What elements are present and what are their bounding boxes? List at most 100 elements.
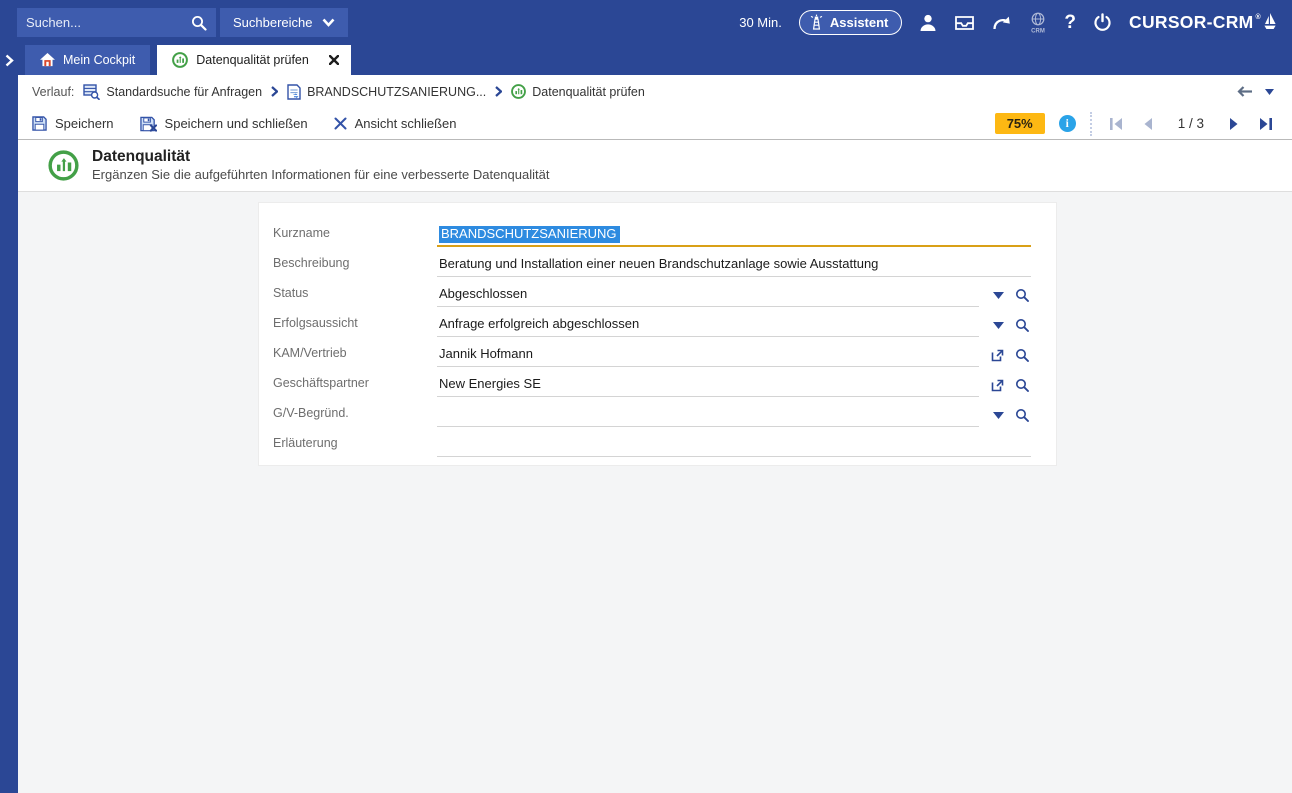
field-label: Status bbox=[273, 286, 309, 300]
field-label: Geschäftspartner bbox=[273, 376, 369, 390]
search-box bbox=[17, 8, 216, 37]
breadcrumb-prefix: Verlauf: bbox=[32, 84, 75, 99]
chevron-down-icon[interactable] bbox=[993, 321, 1004, 329]
breadcrumb-item-brandschutzsanierung[interactable]: BRANDSCHUTZSANIERUNG... bbox=[287, 83, 487, 100]
tab-label: Datenqualität prüfen bbox=[196, 53, 309, 67]
quality-score-badge: 75% bbox=[994, 113, 1045, 134]
tab-close-icon[interactable] bbox=[328, 55, 339, 65]
form-row: G/V-Begründ. bbox=[273, 397, 1031, 427]
chevron-down-icon bbox=[322, 18, 335, 27]
search-scope-button[interactable]: Suchbereiche bbox=[220, 8, 348, 37]
previous-page-button[interactable] bbox=[1140, 117, 1156, 130]
breadcrumb-item-standardsuche[interactable]: Standardsuche für Anfragen bbox=[83, 83, 263, 100]
data-quality-icon bbox=[48, 150, 79, 181]
next-page-button[interactable] bbox=[1226, 117, 1242, 130]
field-label: KAM/Vertrieb bbox=[273, 346, 347, 360]
save-icon bbox=[32, 116, 47, 131]
breadcrumb-label: Standardsuche für Anfragen bbox=[106, 84, 263, 99]
last-page-button[interactable] bbox=[1256, 117, 1276, 130]
field-value[interactable]: New Energies SE bbox=[437, 376, 979, 397]
inbox-icon[interactable] bbox=[954, 15, 975, 31]
help-icon[interactable]: ? bbox=[1064, 11, 1076, 33]
crm-connection-icon[interactable]: CRM bbox=[1029, 12, 1047, 34]
lookup-search-icon[interactable] bbox=[1015, 408, 1029, 422]
tab-datenqualitaet-pruefen[interactable]: Datenqualität prüfen bbox=[157, 45, 351, 75]
field-label: Erfolgsaussicht bbox=[273, 316, 358, 330]
home-icon bbox=[40, 53, 55, 67]
save-button[interactable]: Speichern bbox=[32, 116, 114, 131]
app-logo-text: CURSOR-CRM bbox=[1129, 12, 1254, 32]
breadcrumb-item-datenqualitaet[interactable]: Datenqualität prüfen bbox=[511, 84, 645, 99]
close-view-label: Ansicht schließen bbox=[354, 116, 457, 131]
chevron-down-icon[interactable] bbox=[993, 411, 1004, 419]
field-value[interactable]: Beratung und Installation einer neuen Br… bbox=[437, 256, 1031, 277]
lookup-search-icon[interactable] bbox=[1015, 288, 1029, 302]
page-title: Datenqualität bbox=[92, 148, 191, 166]
external-link-icon[interactable] bbox=[991, 349, 1004, 362]
chevron-down-icon[interactable] bbox=[993, 291, 1004, 299]
action-toolbar: Speichern Speichern und schließen Ansich… bbox=[18, 108, 1292, 140]
breadcrumb-chevron-icon bbox=[495, 86, 503, 97]
toolbar-divider bbox=[1089, 111, 1092, 136]
breadcrumb-label: BRANDSCHUTZSANIERUNG... bbox=[307, 84, 487, 99]
save-and-close-label: Speichern und schließen bbox=[164, 116, 308, 131]
topbar-right-group: 30 Min. Assistent CRM ? CURSOR-CRM ® bbox=[739, 10, 1292, 35]
form-row: Erfolgsaussicht Anfrage erfolgreich abge… bbox=[273, 307, 1031, 337]
top-bar: Suchbereiche 30 Min. Assistent CRM ? bbox=[0, 0, 1292, 45]
field-icons bbox=[979, 378, 1031, 397]
content-area: Kurzname BRANDSCHUTZSANIERUNG Beschreibu… bbox=[18, 192, 1292, 793]
page-indicator: 1 / 3 bbox=[1177, 116, 1204, 131]
user-icon[interactable] bbox=[919, 14, 937, 31]
field-label: Beschreibung bbox=[273, 256, 350, 270]
field-label: Kurzname bbox=[273, 226, 330, 240]
assistant-label: Assistent bbox=[829, 14, 889, 30]
first-page-button[interactable] bbox=[1106, 117, 1126, 130]
history-dropdown-icon[interactable] bbox=[1265, 88, 1274, 95]
view-header: Datenqualität Ergänzen Sie die aufgeführ… bbox=[18, 140, 1292, 192]
field-value[interactable]: Abgeschlossen bbox=[437, 286, 979, 307]
collapsed-sidebar-rail[interactable] bbox=[0, 75, 18, 793]
registered-mark: ® bbox=[1255, 14, 1261, 21]
field-value[interactable] bbox=[437, 439, 1031, 457]
field-value[interactable]: Jannik Hofmann bbox=[437, 346, 979, 367]
form-row: Status Abgeschlossen bbox=[273, 277, 1031, 307]
form-row: KAM/Vertrieb Jannik Hofmann bbox=[273, 337, 1031, 367]
external-link-icon[interactable] bbox=[991, 379, 1004, 392]
field-value[interactable] bbox=[437, 409, 979, 427]
search-scope-label: Suchbereiche bbox=[233, 15, 313, 30]
field-icons bbox=[979, 408, 1031, 427]
lookup-search-icon[interactable] bbox=[1015, 378, 1029, 392]
save-label: Speichern bbox=[55, 116, 114, 131]
search-input[interactable] bbox=[26, 15, 191, 30]
redo-icon[interactable] bbox=[992, 14, 1012, 31]
sailboat-icon bbox=[1263, 12, 1277, 31]
field-value[interactable]: BRANDSCHUTZSANIERUNG bbox=[437, 226, 1031, 247]
close-icon bbox=[334, 117, 347, 130]
sidebar-expand-chevron[interactable] bbox=[0, 45, 18, 75]
lighthouse-icon bbox=[810, 14, 823, 30]
data-quality-icon bbox=[172, 52, 189, 68]
lookup-search-icon[interactable] bbox=[1015, 318, 1029, 332]
field-icons bbox=[979, 348, 1031, 367]
form-row: Geschäftspartner New Energies SE bbox=[273, 367, 1031, 397]
data-quality-form-card: Kurzname BRANDSCHUTZSANIERUNG Beschreibu… bbox=[258, 202, 1057, 466]
tab-mein-cockpit[interactable]: Mein Cockpit bbox=[25, 45, 151, 75]
lookup-search-icon[interactable] bbox=[1015, 348, 1029, 362]
breadcrumb-label: Datenqualität prüfen bbox=[532, 84, 645, 99]
app-logo: CURSOR-CRM ® bbox=[1129, 12, 1277, 33]
power-logout-icon[interactable] bbox=[1093, 13, 1112, 32]
back-arrow-icon[interactable] bbox=[1236, 86, 1253, 97]
form-row: Beschreibung Beratung und Installation e… bbox=[273, 247, 1031, 277]
data-quality-icon bbox=[511, 84, 527, 99]
save-close-icon bbox=[139, 116, 157, 132]
page-subtitle: Ergänzen Sie die aufgeführten Informatio… bbox=[92, 166, 550, 182]
search-icon[interactable] bbox=[191, 15, 207, 31]
form-row: Kurzname BRANDSCHUTZSANIERUNG bbox=[273, 217, 1031, 247]
assistant-button[interactable]: Assistent bbox=[798, 10, 903, 35]
close-view-button[interactable]: Ansicht schließen bbox=[334, 116, 457, 131]
field-icons bbox=[979, 318, 1031, 337]
field-label: G/V-Begründ. bbox=[273, 406, 349, 420]
field-value[interactable]: Anfrage erfolgreich abgeschlossen bbox=[437, 316, 979, 337]
info-icon[interactable]: i bbox=[1058, 115, 1076, 132]
save-and-close-button[interactable]: Speichern und schließen bbox=[139, 116, 308, 132]
